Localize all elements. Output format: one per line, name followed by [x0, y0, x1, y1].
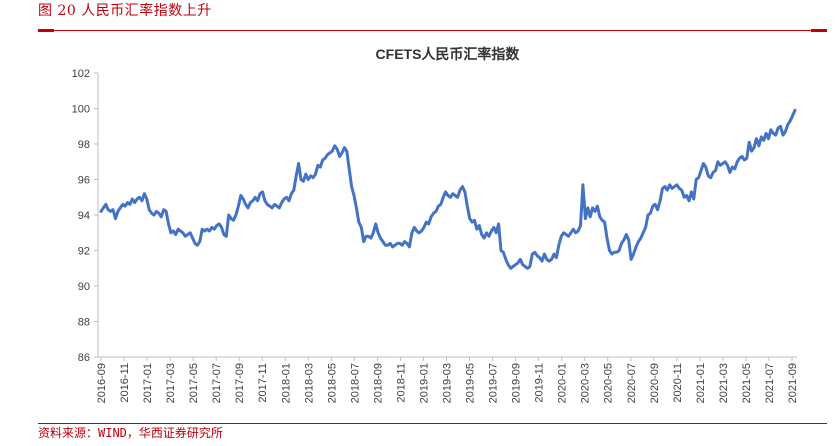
x-axis-ticks: 2016-09 2016-11 2017-01 2017-03 2017-05 2017-…	[96, 357, 799, 403]
x-tick-label: 2018-05	[326, 363, 338, 403]
x-tick-label: 2020-09	[649, 363, 661, 403]
chart-series	[99, 108, 797, 270]
x-tick-label: 2019-03	[442, 363, 454, 403]
x-tick-label: 2019-09	[511, 363, 523, 403]
x-tick-label: 2021-07	[764, 363, 776, 403]
y-tick-label: 94	[78, 210, 90, 222]
x-tick-label: 2018-03	[303, 363, 315, 403]
x-tick-label: 2019-05	[465, 363, 477, 403]
x-tick-label: 2020-01	[557, 363, 569, 403]
x-tick-label: 2017-09	[234, 363, 246, 403]
y-tick-label: 88	[78, 317, 90, 329]
x-tick-label: 2017-05	[188, 363, 200, 403]
x-tick-label: 2019-07	[488, 363, 500, 403]
x-tick-label: 2018-07	[349, 363, 361, 403]
top-rule-mark-left	[38, 29, 54, 32]
y-tick-label: 96	[78, 175, 90, 187]
source-note: 资料来源：WIND，华西证券研究所	[38, 426, 223, 440]
x-tick-label: 2020-11	[672, 363, 684, 403]
chart-axes	[97, 73, 797, 358]
x-tick-label: 2021-05	[741, 363, 753, 403]
x-tick-label: 2016-09	[96, 363, 108, 403]
x-tick-label: 2017-11	[257, 363, 269, 403]
bottom-rule	[38, 423, 827, 424]
x-tick-label: 2020-05	[603, 363, 615, 403]
y-tick-label: 98	[78, 139, 90, 151]
figure-caption: 图 20 人民币汇率指数上升	[38, 3, 212, 19]
top-rule-mark-right	[811, 29, 827, 32]
x-tick-label: 2019-01	[418, 363, 430, 403]
x-tick-label: 2019-11	[534, 363, 546, 403]
x-tick-label: 2020-03	[580, 363, 592, 403]
x-tick-label: 2016-11	[119, 363, 131, 403]
x-tick-label: 2018-01	[280, 363, 292, 403]
y-tick-label: 100	[72, 104, 90, 116]
x-tick-label: 2017-01	[142, 363, 154, 403]
x-tick-label: 2020-07	[626, 363, 638, 403]
y-tick-label: 92	[78, 246, 90, 258]
top-rule	[38, 30, 827, 31]
series-line	[99, 108, 797, 270]
y-tick-label: 90	[78, 281, 90, 293]
y-tick-label: 86	[78, 352, 90, 364]
x-tick-label: 2018-11	[395, 363, 407, 403]
x-tick-label: 2017-07	[211, 363, 223, 403]
x-tick-label: 2017-03	[165, 363, 177, 403]
x-tick-label: 2018-09	[372, 363, 384, 403]
chart-title: CFETS人民币汇率指数	[376, 46, 521, 62]
y-tick-label: 102	[72, 68, 90, 80]
x-tick-label: 2021-03	[718, 363, 730, 403]
x-tick-label: 2021-01	[695, 363, 707, 403]
x-tick-label: 2021-09	[787, 363, 799, 403]
y-axis-ticks: 86 88 90 92 94 96 98 100 102	[72, 68, 98, 364]
